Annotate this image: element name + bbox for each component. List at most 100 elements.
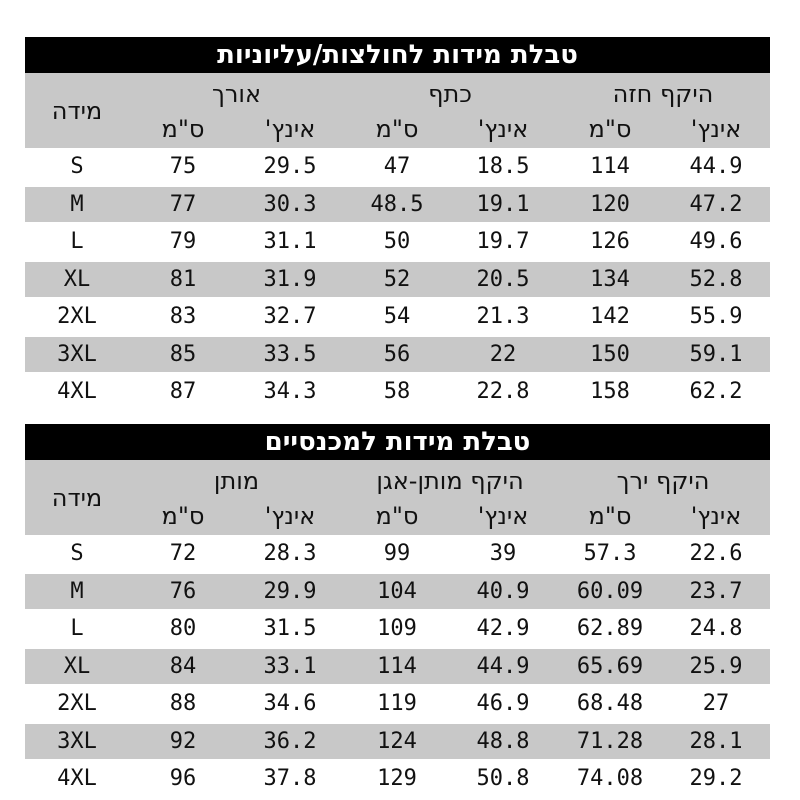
table-cell: 21.3 bbox=[476, 304, 530, 330]
table-cell: 4XL bbox=[57, 766, 97, 792]
table-cell: S bbox=[70, 541, 84, 567]
table-cell: 65.69 bbox=[576, 653, 644, 679]
table-cell: 39 bbox=[489, 541, 517, 567]
unit-header: אינץ' bbox=[264, 502, 316, 530]
table-cell: 33.5 bbox=[263, 341, 317, 367]
table-cell: 109 bbox=[377, 616, 417, 642]
table-cell: 142 bbox=[590, 304, 630, 330]
row-background bbox=[25, 723, 770, 759]
table-cell: XL bbox=[63, 653, 91, 679]
table-cell: 99 bbox=[383, 541, 411, 567]
table-cell: 23.7 bbox=[689, 578, 743, 604]
table-cell: 52 bbox=[383, 266, 411, 292]
table-cell: 62.89 bbox=[576, 616, 644, 642]
table-cell: 3XL bbox=[57, 341, 97, 367]
header-background bbox=[25, 460, 770, 535]
unit-header: אינץ' bbox=[690, 115, 742, 143]
table-cell: 46.9 bbox=[476, 691, 530, 717]
table-cell: 28.3 bbox=[263, 541, 317, 567]
group-header: היקף חזה bbox=[612, 80, 714, 108]
table-cell: 25.9 bbox=[689, 653, 743, 679]
table-cell: L bbox=[70, 229, 84, 255]
table-cell: 92 bbox=[169, 728, 197, 754]
table-title: טבלת מידות לחולצות/עליוניות bbox=[25, 37, 770, 73]
size-header: מידה bbox=[51, 483, 103, 512]
table-cell: 158 bbox=[590, 379, 630, 405]
table-cell: 52.8 bbox=[689, 266, 743, 292]
table-cell: XL bbox=[63, 266, 91, 292]
table-cell: 57.3 bbox=[583, 541, 637, 567]
table-cell: 47 bbox=[383, 154, 411, 180]
table-cell: 20.5 bbox=[476, 266, 530, 292]
table-cell: 22.6 bbox=[689, 541, 743, 567]
group-header: כתף bbox=[428, 80, 472, 108]
table-cell: 56 bbox=[383, 341, 411, 367]
group-header: מותן bbox=[213, 467, 260, 495]
table-cell: 4XL bbox=[57, 379, 97, 405]
table-cell: 19.7 bbox=[476, 229, 530, 255]
table-cell: 55.9 bbox=[689, 304, 743, 330]
table-cell: M bbox=[70, 191, 84, 217]
table-cell: 74.08 bbox=[576, 766, 644, 792]
table-cell: 119 bbox=[377, 691, 417, 717]
table-cell: 129 bbox=[377, 766, 417, 792]
table-cell: 30.3 bbox=[263, 191, 317, 217]
table-cell: M bbox=[70, 578, 84, 604]
table-cell: 60.09 bbox=[576, 578, 644, 604]
group-header: היקף ירך bbox=[616, 467, 710, 495]
table-cell: S bbox=[70, 154, 84, 180]
table-cell: 81 bbox=[169, 266, 197, 292]
table-cell: 150 bbox=[590, 341, 630, 367]
unit-header: ס"מ bbox=[161, 115, 205, 143]
table-cell: 77 bbox=[169, 191, 197, 217]
unit-header: אינץ' bbox=[690, 502, 742, 530]
table-cell: 48.5 bbox=[370, 191, 424, 217]
table-cell: 96 bbox=[169, 766, 197, 792]
table-cell: 50.8 bbox=[476, 766, 530, 792]
table-cell: 124 bbox=[377, 728, 417, 754]
table-cell: 104 bbox=[377, 578, 417, 604]
table-cell: 31.5 bbox=[263, 616, 317, 642]
table-cell: 76 bbox=[169, 578, 197, 604]
table-cell: 58 bbox=[383, 379, 411, 405]
unit-header: ס"מ bbox=[588, 502, 632, 530]
row-background bbox=[25, 336, 770, 372]
table-cell: 37.8 bbox=[263, 766, 317, 792]
table-cell: 29.9 bbox=[263, 578, 317, 604]
table-cell: 80 bbox=[169, 616, 197, 642]
header-background bbox=[25, 73, 770, 148]
table-cell: 85 bbox=[169, 341, 197, 367]
table-cell: 120 bbox=[590, 191, 630, 217]
unit-header: אינץ' bbox=[477, 502, 529, 530]
table-cell: 72 bbox=[169, 541, 197, 567]
table-cell: 79 bbox=[169, 229, 197, 255]
row-background bbox=[25, 261, 770, 297]
table-cell: 71.28 bbox=[576, 728, 644, 754]
row-background bbox=[25, 186, 770, 222]
table-cell: 18.5 bbox=[476, 154, 530, 180]
table-cell: 24.8 bbox=[689, 616, 743, 642]
row-background bbox=[25, 648, 770, 684]
table-cell: 68.48 bbox=[576, 691, 644, 717]
table-cell: 22.8 bbox=[476, 379, 530, 405]
table-cell: 44.9 bbox=[689, 154, 743, 180]
row-background bbox=[25, 573, 770, 609]
unit-header: ס"מ bbox=[588, 115, 632, 143]
table-cell: 31.9 bbox=[263, 266, 317, 292]
table-cell: 19.1 bbox=[476, 191, 530, 217]
table-cell: 42.9 bbox=[476, 616, 530, 642]
table-cell: 22 bbox=[489, 341, 517, 367]
table-cell: 87 bbox=[169, 379, 197, 405]
table-cell: 114 bbox=[590, 154, 630, 180]
table-cell: 84 bbox=[169, 653, 197, 679]
group-header: אורך bbox=[211, 80, 262, 108]
table-cell: 83 bbox=[169, 304, 197, 330]
table-cell: 48.8 bbox=[476, 728, 530, 754]
table-cell: 29.5 bbox=[263, 154, 317, 180]
unit-header: אינץ' bbox=[264, 115, 316, 143]
table-cell: 34.6 bbox=[263, 691, 317, 717]
unit-header: ס"מ bbox=[161, 502, 205, 530]
table-cell: 33.1 bbox=[263, 653, 317, 679]
table-cell: 47.2 bbox=[689, 191, 743, 217]
